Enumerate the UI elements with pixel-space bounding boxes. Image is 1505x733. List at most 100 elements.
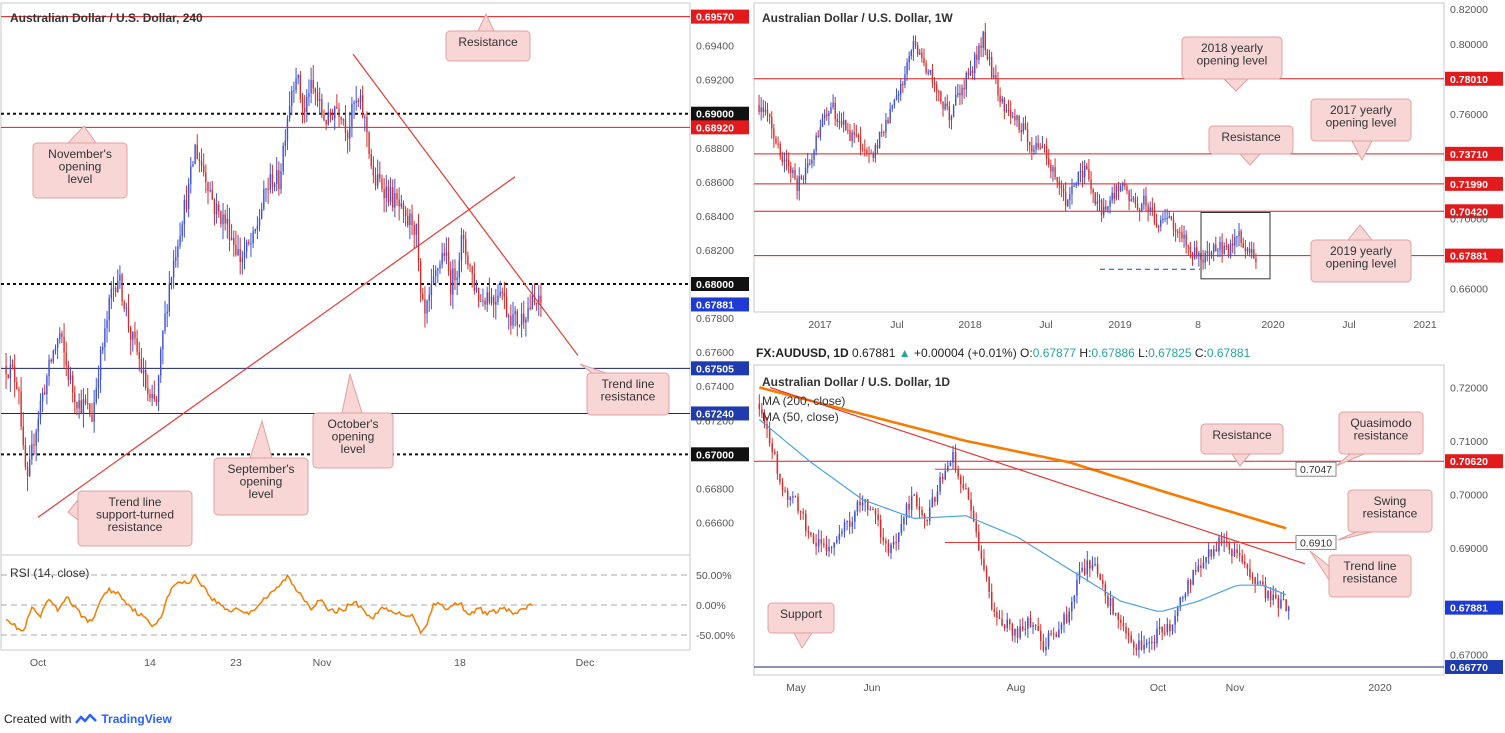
candle-body bbox=[271, 174, 274, 187]
candle-body bbox=[1014, 116, 1016, 121]
candle-body bbox=[906, 62, 908, 75]
candle-body bbox=[866, 499, 869, 510]
candle-body bbox=[303, 108, 306, 112]
candle-body bbox=[1024, 628, 1027, 631]
candle-body bbox=[454, 268, 456, 281]
y-tick-label: 0.66000 bbox=[1450, 283, 1488, 295]
y-tick-label: 0.70000 bbox=[1450, 489, 1488, 501]
candle-body bbox=[357, 100, 360, 103]
candle-body bbox=[346, 132, 349, 139]
candle-body bbox=[220, 211, 222, 225]
candle-body bbox=[170, 277, 173, 284]
candle-body bbox=[972, 510, 975, 522]
candle-body bbox=[978, 532, 980, 551]
level-price-tag bbox=[691, 447, 749, 462]
candle-body bbox=[273, 183, 276, 187]
candle-body bbox=[65, 352, 67, 366]
weekly-resistance-callout: Resistance bbox=[1208, 125, 1294, 166]
candle-body bbox=[1253, 249, 1255, 259]
x-tick-label: 2020 bbox=[1368, 682, 1392, 694]
candle-body bbox=[1176, 607, 1179, 616]
candle-body bbox=[202, 165, 205, 173]
candle-body bbox=[411, 213, 413, 225]
candle-body bbox=[50, 359, 52, 362]
daily-trend-line bbox=[769, 386, 1306, 565]
candle-body bbox=[823, 114, 826, 119]
footer-brand[interactable]: TradingView bbox=[101, 712, 172, 726]
candle-body bbox=[1125, 626, 1127, 634]
candle-body bbox=[153, 394, 155, 400]
candle-body bbox=[241, 257, 244, 263]
candle-body bbox=[486, 292, 488, 305]
candle-body bbox=[1218, 537, 1220, 552]
candle-body bbox=[123, 301, 125, 309]
candle-body bbox=[1037, 626, 1039, 631]
callout-text: resistance bbox=[1354, 429, 1409, 443]
candle-body bbox=[758, 403, 761, 410]
candle-body bbox=[63, 336, 65, 353]
candle-body bbox=[175, 257, 177, 261]
symbol-line-part: 0.67886 bbox=[1091, 346, 1138, 360]
candle-body bbox=[1189, 580, 1192, 585]
candle-body bbox=[936, 491, 939, 502]
candle-body bbox=[1083, 568, 1086, 575]
candle-body bbox=[172, 260, 175, 278]
candle-body bbox=[248, 241, 250, 244]
candle-body bbox=[267, 188, 269, 190]
candle-body bbox=[5, 365, 7, 375]
candle-body bbox=[870, 152, 872, 154]
candle-body bbox=[121, 274, 123, 302]
candle-body bbox=[222, 214, 224, 225]
candle-body bbox=[1114, 613, 1117, 615]
candle-body bbox=[794, 170, 796, 179]
candle-body bbox=[1155, 223, 1158, 227]
candle-body bbox=[980, 550, 983, 559]
candle-body bbox=[512, 314, 514, 326]
candle-body bbox=[505, 296, 508, 318]
candle-body bbox=[961, 87, 963, 96]
candle-body bbox=[1103, 206, 1105, 215]
candle-body bbox=[59, 333, 61, 340]
candle-body bbox=[1096, 564, 1099, 575]
legend-entry: MA (50, close) bbox=[762, 410, 839, 424]
candle-body bbox=[183, 199, 186, 225]
candle-body bbox=[796, 178, 798, 191]
candle-body bbox=[1029, 618, 1032, 627]
candle-body bbox=[239, 249, 241, 263]
candle-body bbox=[205, 172, 207, 183]
candle-body bbox=[366, 116, 368, 133]
candle-body bbox=[1193, 247, 1196, 259]
y-tick-label: 0.67200 bbox=[696, 415, 734, 427]
candle-body bbox=[168, 283, 171, 312]
candle-body bbox=[361, 95, 364, 118]
candle-body bbox=[52, 350, 55, 362]
y-tick-label: 0.70000 bbox=[1450, 214, 1488, 226]
candle-body bbox=[1187, 580, 1189, 594]
callout-text: opening level bbox=[1197, 54, 1268, 68]
candle-body bbox=[1115, 185, 1118, 199]
candle-body bbox=[1229, 243, 1232, 256]
callout-text: Resistance bbox=[1212, 428, 1272, 442]
candle-body bbox=[1009, 110, 1012, 117]
candle-body bbox=[787, 160, 790, 166]
candle-body bbox=[1166, 624, 1169, 633]
y-tick-label: 0.67600 bbox=[696, 347, 734, 359]
candle-body bbox=[389, 187, 392, 203]
candle-body bbox=[1086, 165, 1088, 170]
rsi-y-tick-label: -50.00% bbox=[696, 630, 735, 642]
candle-body bbox=[1220, 537, 1223, 544]
candle-body bbox=[166, 311, 168, 314]
candle-body bbox=[895, 95, 898, 100]
candle-body bbox=[974, 54, 976, 74]
y-tick-label: 0.68200 bbox=[696, 245, 734, 257]
chart-title: Australian Dollar / U.S. Dollar, 1D bbox=[762, 375, 950, 389]
candle-body bbox=[392, 187, 394, 208]
candle-body bbox=[978, 45, 980, 60]
candle-body bbox=[1147, 205, 1149, 212]
symbol-line: FX:AUDUSD, 1D 0.67881 ▲ +0.00004 (+0.01%… bbox=[756, 346, 1251, 360]
chart-title: Australian Dollar / U.S. Dollar, 240 bbox=[10, 11, 203, 25]
candle-body bbox=[916, 494, 918, 507]
x-tick-label: Dec bbox=[576, 657, 595, 669]
y-tick-label: 0.68800 bbox=[696, 143, 734, 155]
